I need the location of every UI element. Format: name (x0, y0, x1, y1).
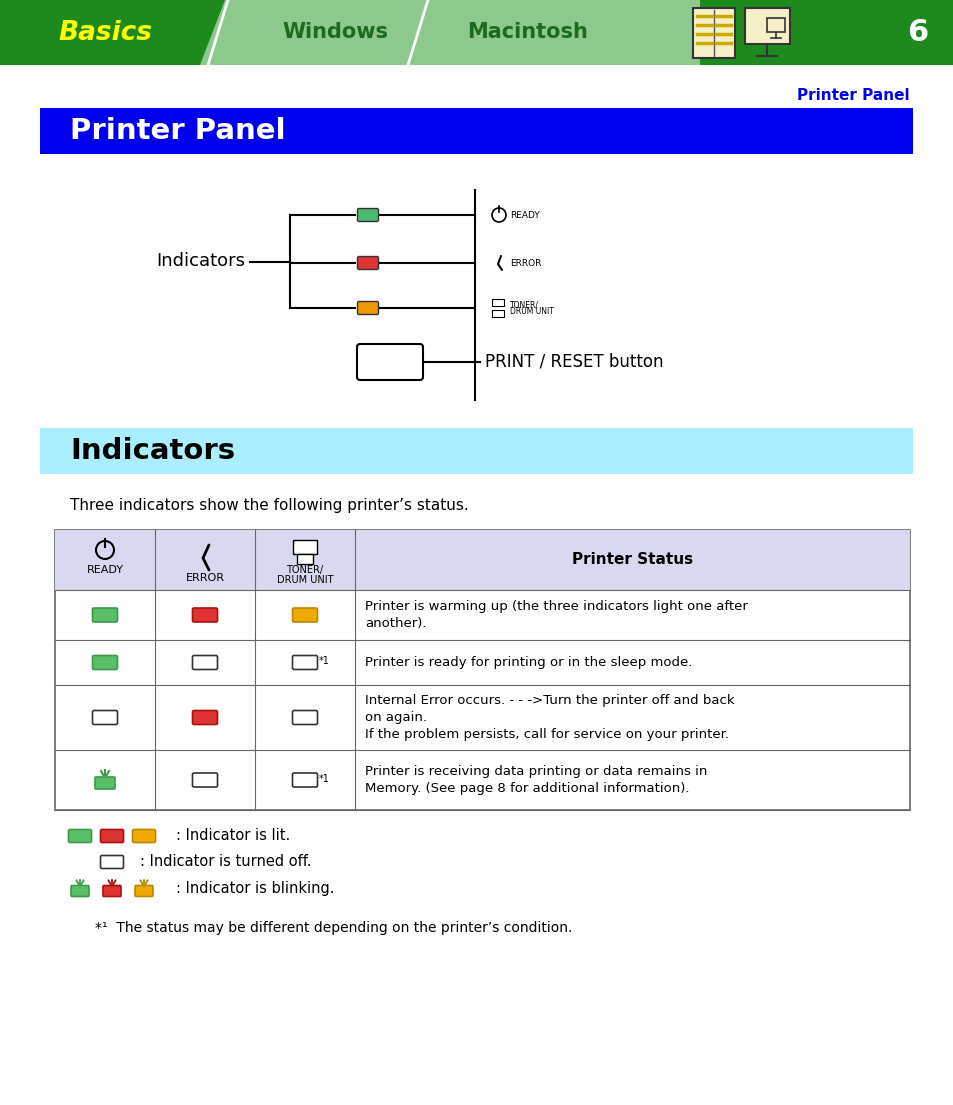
Text: : Indicator is blinking.: : Indicator is blinking. (175, 881, 335, 895)
FancyBboxPatch shape (92, 608, 117, 622)
Bar (55, 530, 909, 590)
Bar (692, 8, 734, 57)
Text: READY: READY (510, 210, 539, 220)
FancyBboxPatch shape (103, 885, 121, 896)
FancyBboxPatch shape (69, 830, 91, 842)
Polygon shape (700, 0, 953, 65)
Text: Macintosh: Macintosh (467, 22, 588, 42)
FancyBboxPatch shape (193, 711, 217, 725)
FancyBboxPatch shape (293, 774, 317, 787)
Text: PRINT / RESET: PRINT / RESET (359, 346, 423, 355)
Text: *1: *1 (318, 656, 330, 666)
FancyBboxPatch shape (71, 885, 89, 896)
FancyBboxPatch shape (100, 855, 123, 869)
Text: : Indicator is lit.: : Indicator is lit. (175, 829, 290, 843)
Bar (293, 540, 316, 554)
Text: DRUM UNIT: DRUM UNIT (510, 307, 554, 316)
Text: ERROR: ERROR (185, 573, 224, 583)
Text: Indicators: Indicators (156, 253, 245, 271)
FancyBboxPatch shape (357, 302, 378, 315)
Text: Internal Error occurs. - - ->Turn the printer off and back
on again.
If the prob: Internal Error occurs. - - ->Turn the pr… (365, 694, 734, 741)
Text: : Indicator is turned off.: : Indicator is turned off. (140, 854, 312, 870)
Text: TONER/: TONER/ (286, 565, 323, 575)
FancyBboxPatch shape (293, 608, 317, 622)
FancyBboxPatch shape (132, 830, 155, 842)
FancyBboxPatch shape (293, 711, 317, 725)
Bar (296, 554, 313, 564)
Text: *¹  The status may be different depending on the printer’s condition.: *¹ The status may be different depending… (95, 920, 572, 935)
Text: PRINT / RESET button: PRINT / RESET button (484, 352, 662, 371)
Bar (492, 299, 503, 306)
Bar (40, 108, 912, 154)
Text: Printer Status: Printer Status (572, 552, 692, 568)
FancyBboxPatch shape (95, 777, 115, 789)
Text: Windows: Windows (282, 22, 388, 42)
Bar (766, 18, 784, 32)
Polygon shape (0, 0, 225, 65)
FancyBboxPatch shape (193, 774, 217, 787)
Text: Printer is receiving data printing or data remains in
Memory. (See page 8 for ad: Printer is receiving data printing or da… (365, 765, 706, 794)
Text: TONER/: TONER/ (510, 301, 538, 309)
Text: 6: 6 (906, 18, 927, 48)
Text: *1: *1 (318, 774, 330, 783)
Text: Three indicators show the following printer’s status.: Three indicators show the following prin… (70, 498, 468, 513)
FancyBboxPatch shape (193, 655, 217, 670)
Bar (744, 8, 789, 44)
FancyBboxPatch shape (92, 655, 117, 670)
FancyBboxPatch shape (357, 209, 378, 221)
FancyBboxPatch shape (357, 256, 378, 270)
Bar (492, 311, 503, 317)
Text: Basics: Basics (58, 20, 152, 45)
Text: DRUM UNIT: DRUM UNIT (276, 575, 333, 585)
Text: Printer is ready for printing or in the sleep mode.: Printer is ready for printing or in the … (365, 656, 692, 669)
FancyBboxPatch shape (92, 711, 117, 725)
FancyBboxPatch shape (100, 830, 123, 842)
FancyBboxPatch shape (356, 344, 422, 380)
Bar (0, 0, 953, 65)
FancyBboxPatch shape (135, 885, 152, 896)
Bar (40, 428, 912, 474)
Text: ERROR: ERROR (510, 259, 540, 267)
FancyBboxPatch shape (293, 655, 317, 670)
Text: Printer Panel: Printer Panel (797, 88, 909, 103)
Text: READY: READY (87, 565, 123, 575)
FancyBboxPatch shape (193, 608, 217, 622)
Text: Indicators: Indicators (70, 436, 234, 465)
Text: Printer is warming up (the three indicators light one after
another).: Printer is warming up (the three indicat… (365, 600, 747, 630)
Text: Printer Panel: Printer Panel (70, 117, 285, 145)
Bar (55, 530, 909, 810)
